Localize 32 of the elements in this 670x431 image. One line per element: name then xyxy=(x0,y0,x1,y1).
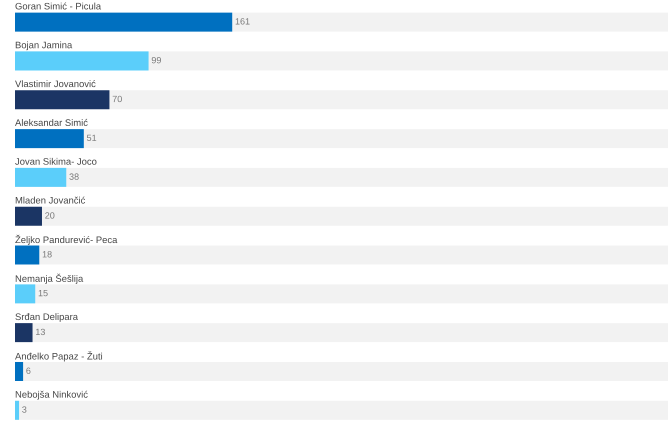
bar xyxy=(15,323,33,342)
y-tick-label: Vlastimir Jovanović xyxy=(15,80,96,88)
bar xyxy=(15,284,36,304)
data-label: 99 xyxy=(152,56,161,64)
data-label: 161 xyxy=(236,18,250,25)
y-tick-label: Srđan Delipara xyxy=(15,313,78,322)
y-tick-label: Aleksandar Simić xyxy=(15,118,88,126)
y-tick-label: Bojan Jamina xyxy=(16,41,72,50)
bar xyxy=(15,246,40,265)
bar xyxy=(15,51,149,70)
y-tick-label: Nebojša Ninković xyxy=(16,390,88,400)
data-label: 15 xyxy=(38,290,48,296)
bar xyxy=(15,400,20,420)
bar xyxy=(15,206,42,226)
data-label: 6 xyxy=(26,368,30,374)
data-label: 38 xyxy=(69,173,79,180)
y-tick-label: Mladen Jovančić xyxy=(16,196,86,204)
bar xyxy=(15,129,84,148)
y-tick-label: Nemanja Šešlija xyxy=(16,274,84,284)
bar xyxy=(15,362,24,381)
data-label: 70 xyxy=(112,96,122,102)
data-label: 20 xyxy=(45,212,54,219)
bar xyxy=(15,168,66,187)
data-label: 13 xyxy=(36,328,45,336)
bar xyxy=(15,90,110,110)
data-label: 51 xyxy=(86,134,96,142)
y-tick-label: Željko Pandurević- Peca xyxy=(15,234,118,246)
y-tick-label: Anđelko Papaz - Žuti xyxy=(15,351,102,362)
y-tick-label: Jovan Sikima- Joco xyxy=(15,158,96,165)
y-tick-label: Goran Simić - Picula xyxy=(15,2,102,10)
data-label: 3 xyxy=(22,406,26,413)
data-label: 18 xyxy=(42,251,52,258)
